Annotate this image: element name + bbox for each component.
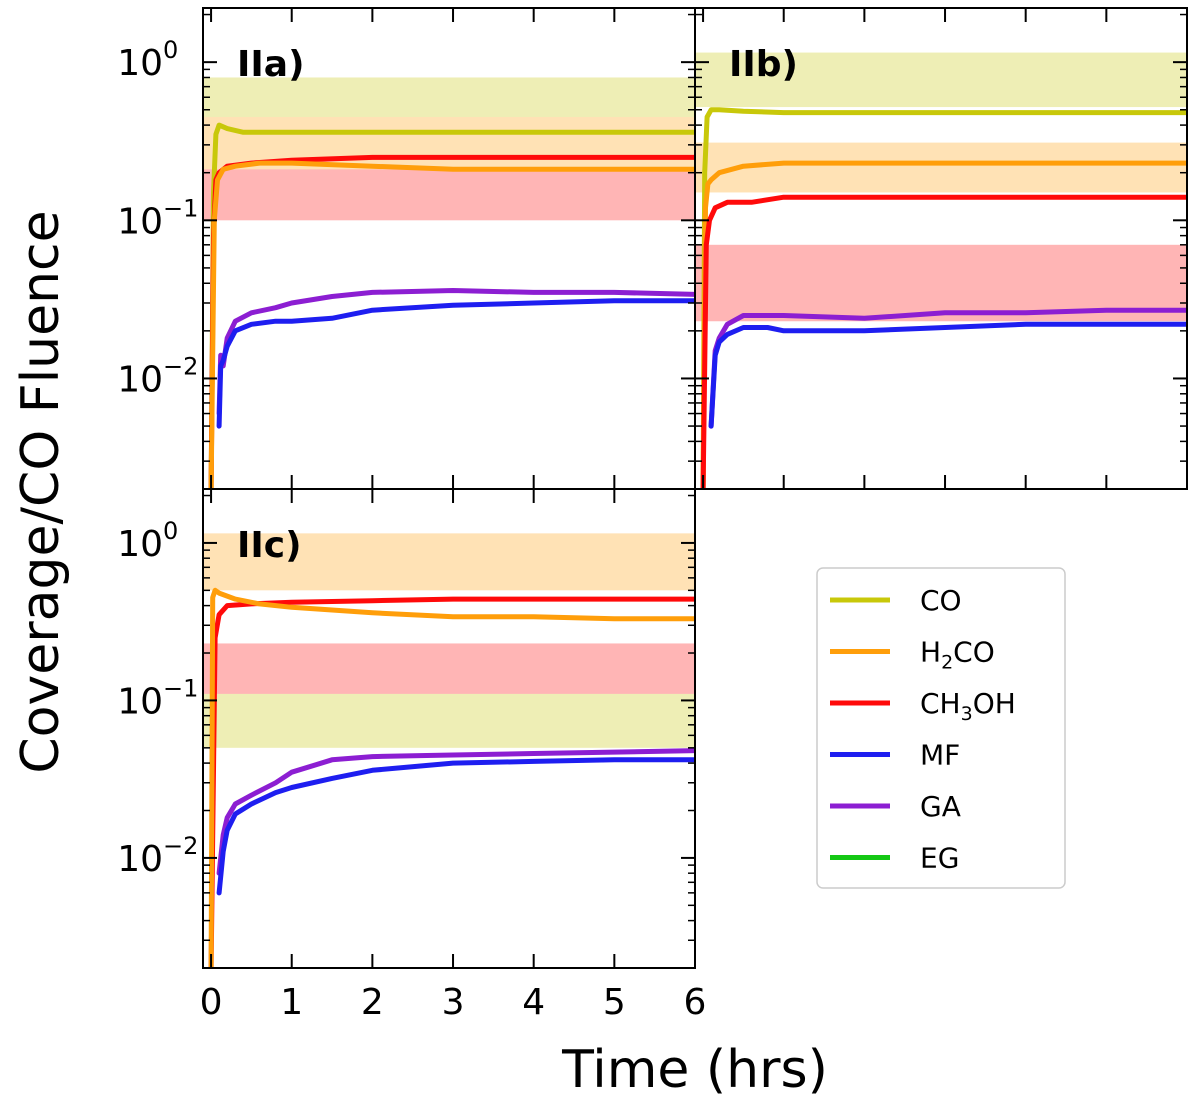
legend-label-ga: GA [920,790,961,823]
band-co [203,693,695,748]
y-tick-exponent: 0 [163,517,178,545]
panel-iic-bands [203,533,695,748]
series-mf [216,298,695,429]
series-h2co [208,160,695,489]
series-mf [708,321,1187,429]
x-tick-label: 1 [280,982,303,1023]
panel-iia-label: IIa) [237,44,305,85]
y-tick-base: 10 [117,201,163,242]
x-tick-label: 5 [603,982,626,1023]
x-tick-label: 4 [522,982,545,1023]
band-co [695,52,1187,108]
legend-entries: CO H2CO CH3OH MF GA EG [830,584,1016,875]
legend-label-h2co: H2CO [920,636,995,674]
y-tick-labels: 10 010 −110 −210 010 −110 −2 [117,36,198,880]
y-tick-label: 10 [117,839,163,880]
y-tick-exponent: −1 [163,194,198,222]
panel-iia: IIa) [202,7,696,490]
series-h2co [208,587,695,968]
y-tick-base: 10 [117,359,163,400]
series-h2co [700,160,1187,489]
y-tick-label: 10 [117,43,163,84]
band-h2co [695,142,1187,193]
y-axis-title: Coverage/CO Fluence [11,210,71,773]
panel-iia-bands [203,77,695,221]
panel-iic-series [208,587,695,968]
y-tick-exponent: −2 [163,352,198,380]
series-ch3oh [700,194,1187,489]
panel-iic-frame [202,488,696,969]
y-tick-base: 10 [117,681,163,722]
band-h2co [203,533,695,591]
legend-label-co: CO [920,584,962,617]
y-tick-exponent: −1 [163,674,198,702]
y-tick-base: 10 [117,524,163,565]
y-tick-label: 10 [117,201,163,242]
panel-iic-label: IIc) [237,525,302,566]
x-tick-label: 0 [200,982,223,1023]
panel-iib: IIb) [694,7,1188,490]
panel-iib-series [700,107,1187,489]
legend-label-mf: MF [920,739,960,772]
series-mf [216,757,695,896]
series-co [700,107,1187,489]
band-ch3oh [203,643,695,694]
x-tick-label: 6 [684,982,707,1023]
legend: CO H2CO CH3OH MF GA EG [816,567,1066,889]
series-ga [216,748,695,876]
band-ch3oh [203,169,695,221]
panel-iib-ticks [695,8,1188,490]
series-ch3oh [208,596,695,968]
y-tick-label: 10 [117,681,163,722]
y-tick-exponent: −2 [163,832,198,860]
x-tick-label: 3 [442,982,465,1023]
panel-iia-series [208,122,695,489]
panel-iib-frame [694,7,1188,490]
x-axis-title: Time (hrs) [561,1040,828,1100]
y-tick-label: 10 [117,359,163,400]
panel-iib-bands [695,52,1187,322]
legend-label-ch3oh: CH3OH [920,687,1016,725]
y-tick-exponent: 0 [163,36,178,64]
panel-iic-ticks [203,489,696,969]
y-tick-base: 10 [117,43,163,84]
band-co [203,77,695,117]
series-ga [216,288,695,416]
y-tick-label: 10 [117,524,163,565]
panel-iib-label: IIb) [729,44,798,85]
x-tick-labels: 0 1 2 3 4 5 6 [200,982,707,1023]
series-co [208,122,695,489]
y-tick-base: 10 [117,839,163,880]
x-tick-label: 2 [361,982,384,1023]
legend-label-eg: EG [920,842,959,875]
panel-iic: IIc) [202,488,696,969]
